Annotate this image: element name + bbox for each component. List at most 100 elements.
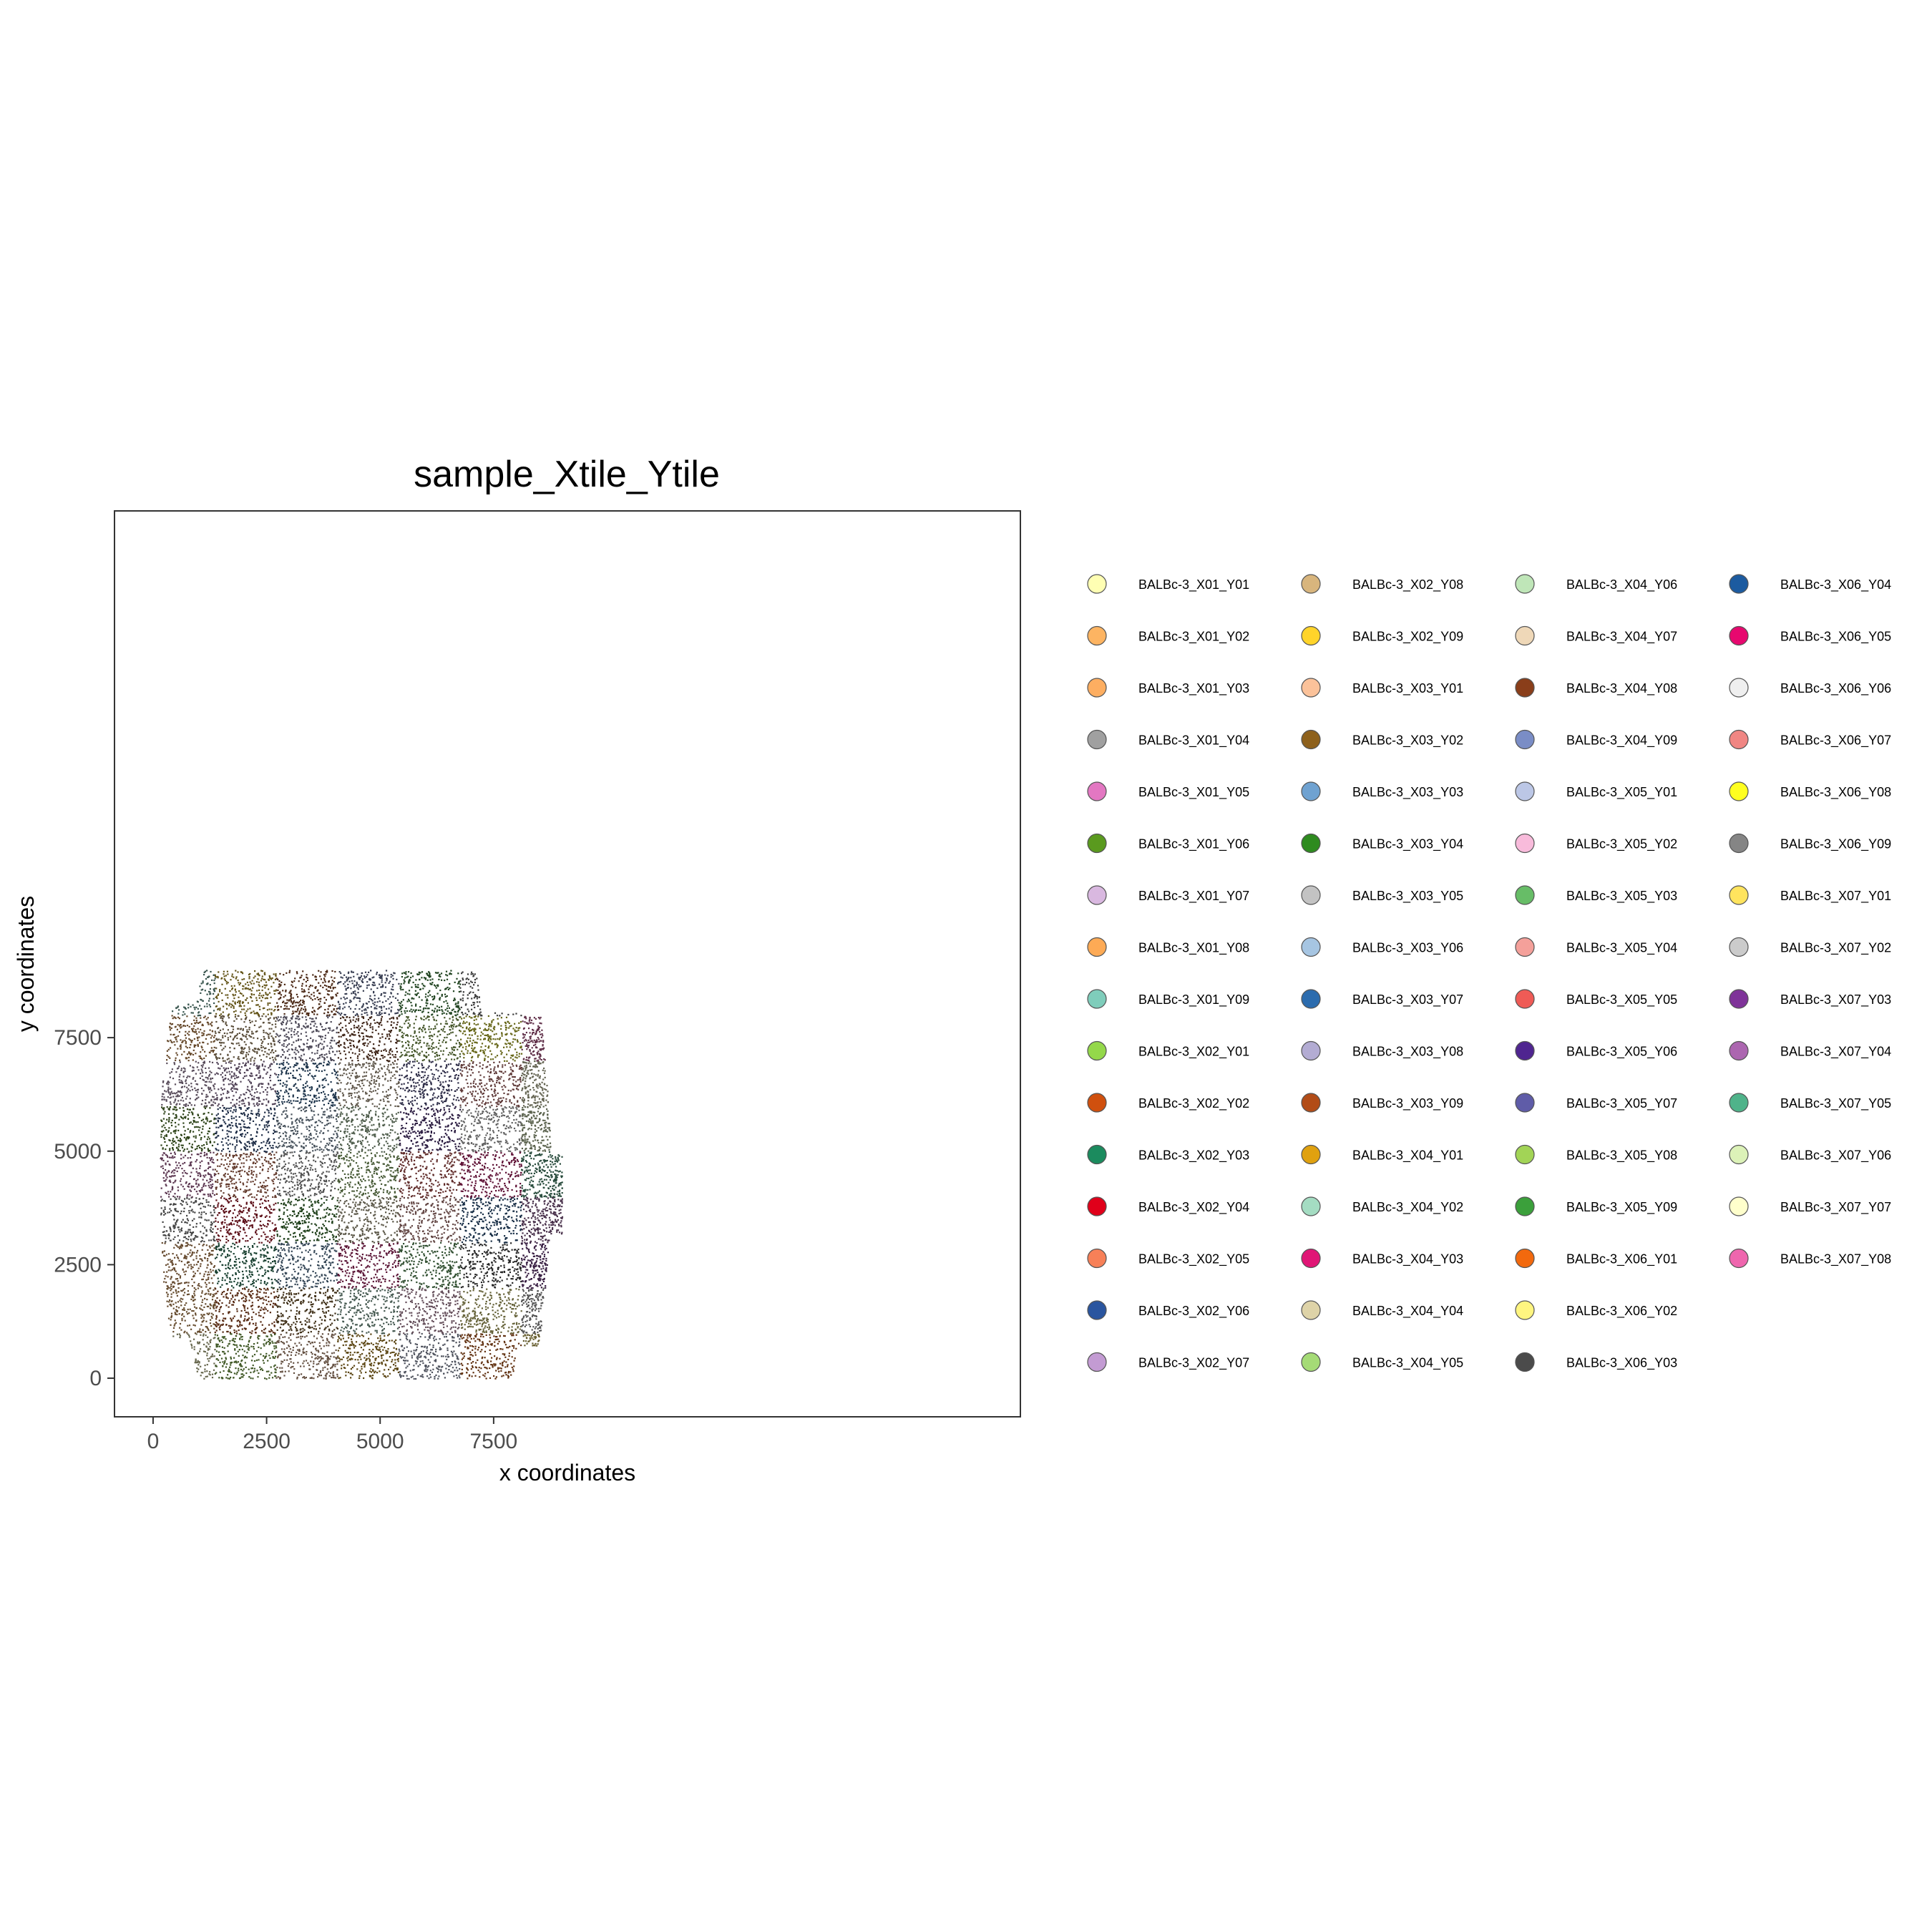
data-point [215,1048,217,1049]
data-point [260,1025,261,1027]
data-point [308,1260,310,1262]
data-point [276,1257,278,1258]
data-point [270,1212,272,1214]
data-point [300,1277,301,1279]
data-point [188,1057,190,1058]
data-point [240,1107,242,1108]
data-point [246,1261,248,1262]
data-point [233,1073,235,1074]
data-point [209,993,210,995]
data-point [301,1252,303,1253]
data-point [242,1217,243,1219]
data-point [306,1353,307,1355]
data-point [331,1335,333,1336]
data-point [268,1053,270,1055]
data-point [257,1291,258,1292]
data-point [192,1066,193,1068]
data-point [201,1236,203,1238]
data-point [237,1292,238,1294]
data-point [163,1172,165,1174]
data-point [235,1010,237,1012]
data-point [193,1293,195,1294]
data-point [321,1319,323,1321]
data-point [331,1298,333,1299]
data-point [191,1012,192,1013]
data-point [200,1078,201,1079]
data-point [233,1095,234,1096]
data-point [287,1267,288,1268]
data-point [243,1368,245,1370]
data-point [296,1337,298,1338]
data-point [288,1244,290,1246]
data-point [242,1238,243,1239]
data-point [188,1282,190,1283]
data-point [170,1093,171,1095]
data-point [263,1299,265,1300]
data-point [213,993,214,995]
data-point [197,1332,198,1333]
data-point [228,1005,230,1006]
data-point [286,1297,287,1298]
data-point [200,1324,202,1326]
data-point [161,1121,162,1122]
data-point [187,1108,188,1110]
data-point [180,1247,182,1249]
data-point [187,1333,188,1335]
data-point [168,1234,170,1235]
data-point [198,1244,200,1245]
data-point [214,1355,215,1357]
data-point [268,1209,269,1211]
data-point [171,1042,172,1043]
data-point [258,1113,260,1115]
data-point [222,1072,223,1073]
data-point [213,1274,215,1276]
data-point [279,1367,280,1369]
data-point [269,1166,270,1168]
data-point [182,1201,184,1202]
data-point [270,1372,272,1374]
data-point [224,1211,225,1213]
data-point [164,1153,165,1154]
data-point [170,1278,171,1279]
data-point [255,1231,256,1233]
data-point [220,1074,222,1075]
data-point [175,1226,176,1228]
data-point [241,1339,243,1340]
data-point [173,1327,175,1329]
data-point [200,1222,201,1224]
data-point [266,1142,268,1143]
data-point [255,1117,257,1118]
data-point [217,1143,218,1145]
data-point [246,1190,248,1191]
data-point [301,1354,302,1355]
data-point [191,1151,192,1152]
data-point [261,1086,263,1088]
data-point [269,1065,270,1066]
data-point [193,1275,195,1277]
data-point [197,1091,198,1093]
data-point [301,1289,302,1291]
data-point [215,1365,216,1366]
data-point [259,992,260,994]
data-point [208,1373,210,1375]
data-point [245,1110,247,1111]
data-point [237,1189,238,1191]
data-point [286,1221,288,1223]
data-point [216,1115,218,1116]
data-point [210,1304,211,1305]
data-point [163,1214,165,1216]
data-point [210,1121,212,1122]
data-point [243,1063,244,1064]
data-point [304,1267,306,1269]
data-point [229,1277,230,1279]
data-point [330,1255,331,1257]
data-point [334,1304,336,1305]
data-point [180,1253,182,1254]
data-point [215,1073,216,1075]
data-point [251,1177,253,1179]
data-point [240,1129,242,1131]
data-point [228,1139,229,1141]
data-point [230,1110,231,1111]
data-point [174,1044,175,1045]
data-point [251,1166,253,1168]
